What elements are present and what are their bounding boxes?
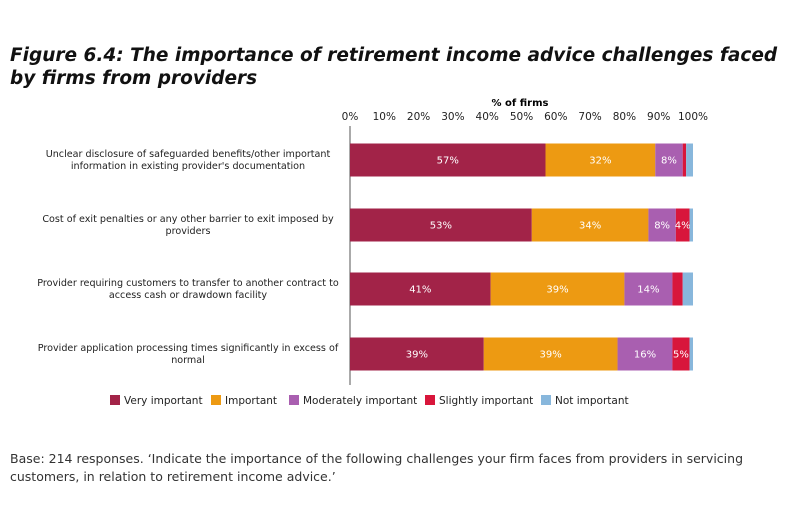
x-tick-label: 70% — [578, 111, 601, 123]
footnote: Base: 214 responses. ‘Indicate the impor… — [10, 451, 744, 484]
x-tick-label: 100% — [678, 111, 708, 123]
bar-segment — [655, 143, 683, 177]
bar-segment — [350, 208, 532, 242]
category-label: Provider application processing times si… — [38, 343, 339, 354]
bar-segment — [350, 143, 546, 177]
category-labels: Unclear disclosure of safeguarded benefi… — [37, 149, 339, 366]
legend-label: Slightly important — [439, 395, 533, 407]
legend-label: Not important — [555, 395, 629, 407]
x-tick-label: 90% — [647, 111, 670, 123]
x-tick-label: 20% — [407, 111, 430, 123]
category-label: Unclear disclosure of safeguarded benefi… — [46, 149, 331, 160]
data-label: 14% — [637, 285, 659, 296]
bar-segment — [689, 208, 693, 242]
category-label: normal — [171, 355, 205, 366]
legend-swatch — [211, 395, 221, 405]
bar-segment — [617, 337, 673, 371]
data-label: 39% — [540, 350, 562, 361]
bar-segment — [682, 272, 693, 306]
bar-segment — [682, 143, 687, 177]
data-label: 39% — [406, 350, 428, 361]
data-label: 39% — [546, 285, 568, 296]
category-label: access cash or drawdown facility — [109, 290, 268, 301]
data-label: 16% — [634, 350, 656, 361]
x-axis-ticks: 0% 10% 20% 30% 40% 50% 60% 70% 80% 90% 100% — [342, 111, 708, 123]
bar-segment — [350, 272, 491, 306]
bar-segment — [689, 337, 693, 371]
bar-segment — [675, 208, 690, 242]
chart-title: Figure 6.4: The importance of retirement… — [10, 45, 778, 89]
x-tick-label: 10% — [373, 111, 396, 123]
category-label: information in existing provider's docum… — [71, 161, 305, 172]
category-label: Provider requiring customers to transfer… — [37, 278, 339, 289]
x-axis-label: % of firms — [492, 98, 549, 109]
data-label: 5% — [673, 350, 689, 361]
legend-label: Very important — [124, 395, 203, 407]
legend-swatch — [541, 395, 551, 405]
legend-label: Moderately important — [303, 395, 417, 407]
x-tick-label: 80% — [613, 111, 636, 123]
bar-segment — [490, 272, 625, 306]
bar-segment — [672, 272, 683, 306]
data-label: 8% — [661, 156, 677, 167]
data-label: 57% — [437, 156, 459, 167]
bar-segment — [545, 143, 656, 177]
x-tick-label: 60% — [544, 111, 567, 123]
data-label: 53% — [430, 221, 452, 232]
x-tick-label: 40% — [476, 111, 499, 123]
x-tick-label: 0% — [342, 111, 359, 123]
bar-segment — [672, 337, 690, 371]
bar-segment — [648, 208, 676, 242]
data-label: 4% — [675, 221, 691, 232]
bar-segment — [531, 208, 649, 242]
bar-segment — [624, 272, 673, 306]
data-label: 41% — [409, 285, 431, 296]
category-label: providers — [166, 226, 211, 237]
bars: 57% 32% 8% 53% 34% 8% 4% 41% 39% 14% 39% 39% 16% 5% — [350, 143, 693, 371]
x-tick-label: 30% — [441, 111, 464, 123]
data-label: 8% — [654, 221, 670, 232]
legend-swatch — [289, 395, 299, 405]
legend-swatch — [110, 395, 120, 405]
data-label: 32% — [589, 156, 611, 167]
legend: Very important Important Moderately import… — [110, 395, 629, 407]
legend-swatch — [425, 395, 435, 405]
data-label: 34% — [579, 221, 601, 232]
bar-segment — [686, 143, 693, 177]
bar-segment — [483, 337, 618, 371]
bar-segment — [350, 337, 484, 371]
legend-label: Important — [225, 395, 277, 407]
x-tick-label: 50% — [510, 111, 533, 123]
category-label: Cost of exit penalties or any other barr… — [42, 214, 334, 225]
